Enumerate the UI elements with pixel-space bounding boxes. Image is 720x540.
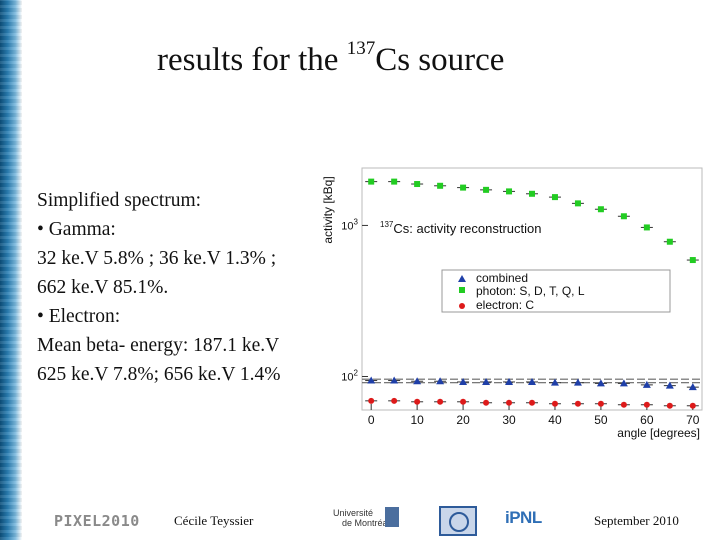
author-name: Cécile Teyssier (174, 513, 254, 528)
text-line: • Electron: (37, 306, 121, 327)
data-point-combined (619, 379, 628, 387)
x-tick-label: 70 (686, 413, 700, 427)
y-tick-label: 102 (341, 368, 358, 383)
data-point-photon (529, 190, 535, 197)
text-line: 625 ke.V 7.8%; 656 ke.V 1.4% (37, 364, 281, 385)
presentation-date: September 2010 (594, 513, 679, 528)
data-point-combined (642, 380, 651, 388)
data-point-photon (620, 213, 627, 220)
text-line: 32 ke.V 5.8% ; 36 ke.V 1.3% ; (37, 248, 277, 269)
data-point-electron (483, 399, 490, 406)
chart-legend: combined photon: S, D, T, Q, L electron:… (441, 269, 671, 313)
chart-xlabel: angle [degrees] (617, 426, 700, 440)
data-point-electron (551, 400, 558, 407)
data-point-photon (643, 224, 650, 231)
data-point-electron (460, 398, 467, 405)
data-point-photon (483, 186, 490, 193)
data-point-electron (689, 402, 696, 409)
data-point-electron (574, 400, 581, 407)
legend-marker-photon (459, 287, 465, 293)
legend-box (441, 269, 671, 313)
data-point-electron (620, 401, 627, 408)
data-point-combined (482, 377, 491, 385)
institution-seal-logo (439, 506, 477, 536)
data-point-electron (597, 400, 604, 407)
udem-logo-line1: Université (333, 508, 374, 518)
data-point-electron (643, 401, 650, 408)
legend-label-electron: electron: C (476, 298, 534, 312)
data-point-combined (688, 383, 697, 391)
data-point-electron (391, 397, 398, 404)
data-point-combined (505, 377, 514, 385)
title-prefix: results for the (157, 42, 347, 78)
data-point-photon (437, 182, 444, 189)
title-suffix: Cs source (375, 42, 505, 78)
data-point-photon (414, 181, 421, 188)
data-point-combined (573, 378, 582, 386)
chart-ylabel: activity [kBq] (321, 176, 335, 243)
data-point-combined (528, 377, 536, 385)
data-point-photon (551, 194, 558, 201)
title-isotope-mass: 137 (346, 38, 376, 59)
udem-logo-line2: de Montréal (342, 518, 390, 528)
data-point-combined (596, 379, 605, 387)
data-point-electron (414, 398, 421, 405)
data-point-photon (574, 200, 581, 207)
data-point-combined (390, 376, 399, 384)
x-tick-label: 10 (410, 413, 424, 427)
text-line: 662 ke.V 85.1%. (37, 277, 169, 298)
data-point-combined (665, 381, 674, 389)
chart-title: 137Cs: activity reconstruction (380, 220, 541, 236)
spectrum-text: Simplified spectrum: • Gamma: 32 ke.V 5.… (37, 186, 337, 389)
data-point-combined (436, 377, 445, 385)
data-point-photon (368, 178, 375, 185)
data-point-electron (506, 399, 513, 406)
x-tick-label: 50 (594, 413, 608, 427)
text-line: Mean beta- energy: 187.1 ke.V (37, 335, 280, 356)
data-point-photon (666, 238, 673, 245)
ipnl-logo: iPNL (505, 508, 542, 527)
data-point-electron (529, 399, 535, 406)
chart-title-text: Cs: activity reconstruction (393, 221, 541, 236)
data-point-photon (689, 257, 696, 264)
data-point-combined (459, 377, 468, 385)
x-tick-label: 40 (548, 413, 562, 427)
data-point-photon (391, 178, 398, 185)
x-tick-label: 0 (368, 413, 375, 427)
x-tick-label: 20 (456, 413, 470, 427)
left-decorative-band (0, 0, 22, 540)
legend-marker-combined (458, 275, 466, 282)
data-point-combined (550, 378, 559, 386)
plot-frame (361, 167, 703, 411)
data-point-combined (367, 376, 376, 384)
data-point-electron (368, 397, 375, 404)
y-tick-label: 103 (341, 217, 358, 232)
activity-chart: 0 10 20 30 40 50 60 70 102 103 activity [kBq] an… (321, 167, 703, 440)
x-tick-label: 60 (640, 413, 654, 427)
x-tick-label: 30 (502, 413, 516, 427)
text-line: Simplified spectrum: (37, 190, 202, 211)
data-point-photon (460, 184, 467, 191)
series-1 (365, 178, 699, 264)
data-point-electron (666, 402, 673, 409)
conference-logo: PIXEL2010 (54, 512, 140, 530)
series-0 (365, 376, 699, 391)
slide-title: results for the 137Cs source (157, 38, 505, 79)
text-line: • Gamma: (37, 219, 116, 240)
series-2 (365, 397, 699, 409)
data-point-photon (506, 188, 513, 195)
data-point-electron (437, 398, 444, 405)
udem-logo: Université de Montréal (333, 507, 401, 531)
legend-marker-electron (459, 303, 465, 309)
data-point-combined (413, 377, 422, 385)
udem-logo-mark (385, 507, 399, 527)
legend-label-photon: photon: S, D, T, Q, L (476, 284, 585, 298)
chart-title-sup: 137 (380, 220, 394, 229)
legend-label-combined: combined (476, 271, 528, 285)
data-point-photon (597, 206, 604, 213)
